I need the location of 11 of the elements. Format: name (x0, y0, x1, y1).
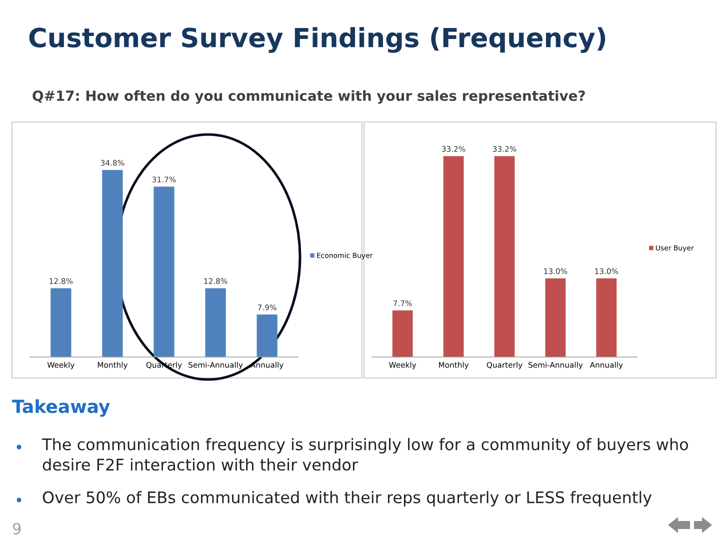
bar (102, 170, 123, 357)
bar (50, 288, 72, 357)
bar (154, 186, 174, 357)
chart-title: Customer Survey Findings (Frequency) (29, 27, 606, 53)
text: The communication frequency is surprisingly low for a community of buyers who desire F2F interaction with their vendor (42, 438, 688, 471)
bar (256, 314, 278, 357)
text: Takeaway (12, 399, 110, 417)
text: Over 50% of EBs communicated with their reps quarterly or LESS frequently (42, 491, 652, 506)
chart-subtitle: Q#17: How often do you communicate with your sales representative? (32, 90, 585, 104)
bar (205, 288, 226, 357)
text: 9 (12, 522, 21, 534)
